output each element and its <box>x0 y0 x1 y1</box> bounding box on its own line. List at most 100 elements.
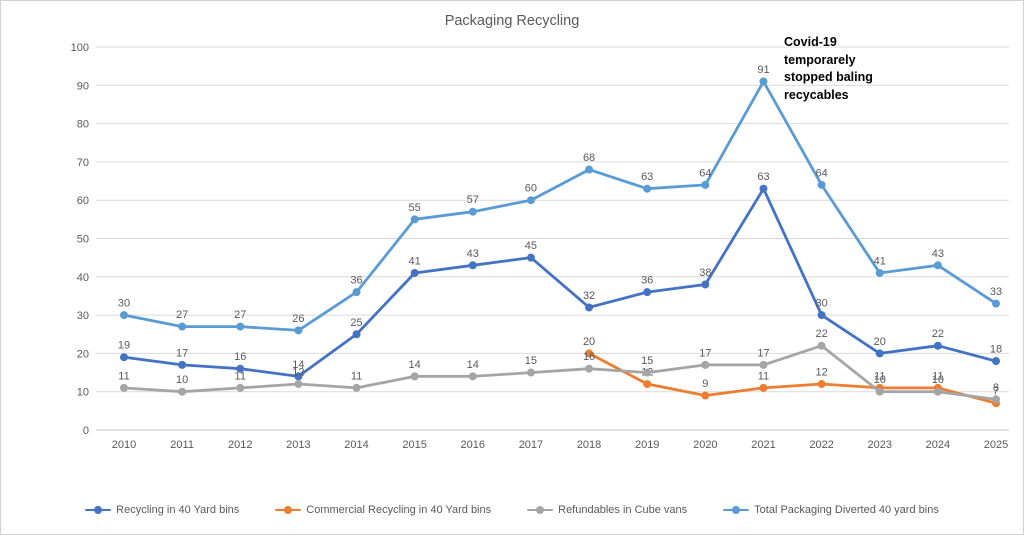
data-point <box>294 326 303 335</box>
data-label: 11 <box>118 370 129 382</box>
data-label: 41 <box>874 255 886 267</box>
data-label: 30 <box>118 298 130 310</box>
legend-label: Commercial Recycling in 40 Yard bins <box>306 504 492 516</box>
data-label: 11 <box>758 370 769 382</box>
data-label: 41 <box>409 255 421 267</box>
data-label: 14 <box>292 359 304 371</box>
data-label: 36 <box>350 275 362 287</box>
x-tick-label: 2023 <box>867 439 891 451</box>
data-label: 68 <box>583 152 595 164</box>
data-point <box>701 180 710 189</box>
x-tick-label: 2014 <box>344 439 368 451</box>
data-label: 60 <box>525 183 537 195</box>
data-label: 7 <box>993 386 999 398</box>
data-point <box>643 380 652 389</box>
data-point <box>178 387 187 396</box>
legend-line-dot-icon <box>275 505 302 515</box>
x-tick-label: 2021 <box>751 439 775 451</box>
x-tick-label: 2011 <box>170 439 194 451</box>
data-label: 9 <box>702 378 708 390</box>
legend-label: Refundables in Cube vans <box>558 504 688 516</box>
data-point <box>526 253 535 262</box>
data-point <box>178 322 187 331</box>
data-point <box>120 383 128 392</box>
data-label: 15 <box>641 355 653 367</box>
legend-label: Recycling in 40 Yard bins <box>116 504 240 516</box>
data-label: 20 <box>583 336 595 348</box>
data-label: 91 <box>757 64 769 76</box>
data-label: 17 <box>757 347 769 359</box>
data-point <box>352 330 361 339</box>
data-label: 45 <box>525 240 537 252</box>
data-point <box>585 349 594 358</box>
legend-item-0: Recycling in 40 Yard bins <box>85 504 239 516</box>
data-point <box>875 268 884 277</box>
data-point <box>701 360 710 369</box>
data-point <box>294 380 303 389</box>
data-point <box>410 268 419 277</box>
data-point <box>236 322 245 331</box>
legend-item-3: Total Packaging Diverted 40 yard bins <box>723 504 939 516</box>
y-tick-label: 40 <box>77 272 89 284</box>
legend-item-1: Commercial Recycling in 40 Yard bins <box>275 504 491 516</box>
data-point <box>991 299 1000 308</box>
y-tick-label: 50 <box>77 234 89 246</box>
data-point <box>585 165 594 174</box>
data-point <box>759 77 768 86</box>
data-point <box>352 383 361 392</box>
data-point <box>817 180 826 189</box>
data-point <box>933 387 942 396</box>
data-label: 16 <box>234 351 246 363</box>
y-tick-label: 70 <box>77 157 89 169</box>
data-point <box>643 288 652 297</box>
data-label: 16 <box>583 351 595 363</box>
chart-title: Packaging Recycling <box>444 13 580 29</box>
y-tick-label: 60 <box>77 195 89 207</box>
data-point <box>701 391 710 400</box>
data-label: 11 <box>235 370 246 382</box>
y-tick-label: 80 <box>77 119 89 131</box>
series-line-2 <box>122 344 998 401</box>
data-label: 25 <box>350 317 362 329</box>
data-label: 10 <box>932 374 944 386</box>
x-tick-label: 2020 <box>693 439 717 451</box>
data-label: 12 <box>292 367 304 379</box>
x-tick-label: 2018 <box>577 439 601 451</box>
covid-annotation: Covid-19 temporarely stopped baling recy… <box>784 35 873 102</box>
data-point <box>410 372 419 381</box>
data-label: 27 <box>234 309 246 321</box>
data-label: 55 <box>409 202 421 214</box>
data-label: 8 <box>993 382 999 394</box>
data-point <box>817 380 826 389</box>
data-label: 32 <box>583 290 595 302</box>
data-point <box>585 303 594 312</box>
y-tick-label: 20 <box>77 348 89 360</box>
x-tick-label: 2022 <box>809 439 833 451</box>
data-label: 17 <box>699 347 711 359</box>
x-tick-label: 2013 <box>286 439 310 451</box>
data-point <box>468 372 477 381</box>
x-tick-label: 2019 <box>635 439 659 451</box>
data-point <box>875 387 884 396</box>
x-tick-label: 2015 <box>402 439 426 451</box>
data-point <box>933 341 942 350</box>
data-label: 63 <box>757 171 769 183</box>
y-tick-label: 90 <box>77 80 89 92</box>
data-label: 22 <box>815 328 827 340</box>
data-point <box>701 280 710 289</box>
data-point <box>643 184 652 193</box>
data-label: 43 <box>932 248 944 260</box>
data-label: 14 <box>467 359 479 371</box>
x-tick-label: 2016 <box>461 439 485 451</box>
data-label: 36 <box>641 275 653 287</box>
data-label: 30 <box>815 298 827 310</box>
data-label: 11 <box>874 370 885 382</box>
data-label: 22 <box>932 328 944 340</box>
data-point <box>236 364 245 373</box>
data-point <box>759 360 768 369</box>
y-tick-label: 30 <box>77 310 89 322</box>
data-point <box>178 360 187 369</box>
data-point <box>120 353 128 362</box>
data-point <box>410 215 419 224</box>
data-label: 12 <box>815 367 827 379</box>
